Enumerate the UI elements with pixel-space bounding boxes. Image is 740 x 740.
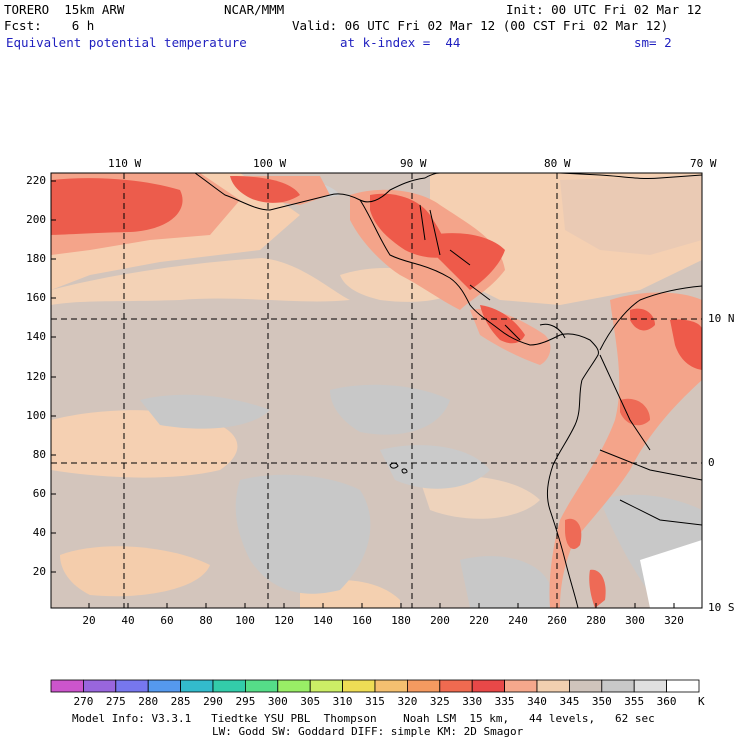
x-tick-label: 160 [352,614,372,627]
colorbar-label: 340 [527,695,547,708]
colorbar-label: 320 [397,695,418,708]
init-time: Init: 00 UTC Fri 02 Mar 12 [506,2,702,17]
lon-label-90w: 90 W [400,157,427,170]
y-tick-label: 40 [32,526,46,539]
y-tick-label: 160 [26,291,46,304]
colorbar-swatch [83,679,117,693]
lon-label-110w: 110 W [108,157,142,170]
y-tick-label: 60 [32,487,46,500]
colorbar-swatch [471,679,506,693]
colorbar-swatch [115,679,149,693]
map-frame [50,172,703,609]
colorbar-label: 300 [267,695,288,708]
x-tick-label: 200 [430,614,450,627]
colorbar-swatch [406,679,441,693]
x-tick-label: 140 [313,614,333,627]
colorbar-label: 325 [429,695,450,708]
y-tick-label: 220 [26,174,46,187]
lat-label-0: 0 [708,456,715,469]
organization: NCAR/MMM [224,2,285,17]
colorbar [50,679,700,693]
x-tick-label: 20 [82,614,96,627]
colorbar-swatch [504,679,538,693]
y-tick-label: 20 [32,565,46,578]
field-name: Equivalent potential temperature [6,35,247,50]
colorbar-swatch [666,679,700,693]
colorbar-swatch [244,679,279,693]
colorbar-swatch [633,679,668,693]
x-tick-label: 100 [235,614,255,627]
y-tick-label: 80 [32,448,46,461]
graticule [51,173,702,608]
x-tick-label: 40 [121,614,135,627]
x-tick-label: 240 [508,614,528,627]
colorbar-swatch [569,679,603,693]
colorbar-label: 360 [656,695,677,708]
colorbar-label: 290 [203,695,223,708]
colorbar-swatch [180,679,214,693]
coastlines [194,173,702,608]
x-tick-label: 280 [586,614,606,627]
colorbar-swatch [147,679,181,693]
lat-label-10n: 10 N [708,312,735,325]
colorbar-swatch [439,679,473,693]
model-info-line2: LW: Godd SW: Goddard DIFF: simple KM: 2D… [212,725,524,738]
colorbar-label: 355 [624,695,645,708]
colorbar-label: 335 [494,695,515,708]
x-tick-label: 320 [664,614,684,627]
x-tick-label: 300 [625,614,645,627]
y-tick-label: 180 [26,252,46,265]
colorbar-swatch [309,679,344,693]
x-tick-label: 180 [391,614,411,627]
x-tick-label: 60 [160,614,174,627]
x-tick-label: 220 [469,614,489,627]
lon-label-100w: 100 W [253,157,287,170]
theta-e-field [51,173,702,608]
level-info: at k-index = 44 [340,35,461,50]
axis-ticks [51,180,675,608]
colorbar-unit: K [698,695,705,708]
colorbar-label: 310 [332,695,353,708]
lat-label-10s: 10 S [708,601,735,614]
y-tick-label: 120 [26,370,46,383]
colorbar-swatch [212,679,246,693]
colorbar-swatch [536,679,570,693]
colorbar-label: 270 [73,695,94,708]
valid-time: Valid: 06 UTC Fri 02 Mar 12 (00 CST Fri … [292,18,669,33]
colorbar-label: 330 [462,695,483,708]
colorbar-label: 275 [105,695,126,708]
colorbar-swatch [50,679,84,693]
forecast-hour: Fcst: 6 h [4,18,95,33]
colorbar-label: 305 [300,695,321,708]
model-info-line1: Model Info: V3.3.1 Tiedtke YSU PBL Thomp… [72,712,655,725]
colorbar-swatch [342,679,376,693]
y-tick-label: 200 [26,213,46,226]
colorbar-swatch [601,679,635,693]
model-name: TORERO 15km ARW [4,2,125,17]
colorbar-label: 285 [170,695,191,708]
x-tick-label: 80 [199,614,213,627]
colorbar-swatch [277,679,311,693]
colorbar-label: 350 [591,695,612,708]
lon-label-70w: 70 W [690,157,717,170]
x-tick-label: 120 [274,614,294,627]
lon-label-80w: 80 W [544,157,571,170]
y-tick-label: 140 [26,330,46,343]
colorbar-label: 345 [559,695,580,708]
colorbar-swatch [374,679,408,693]
colorbar-label: 280 [138,695,159,708]
x-tick-label: 260 [547,614,567,627]
colorbar-label: 315 [365,695,385,708]
y-tick-label: 100 [26,409,46,422]
smoothing-info: sm= 2 [634,35,672,50]
colorbar-label: 295 [235,695,256,708]
